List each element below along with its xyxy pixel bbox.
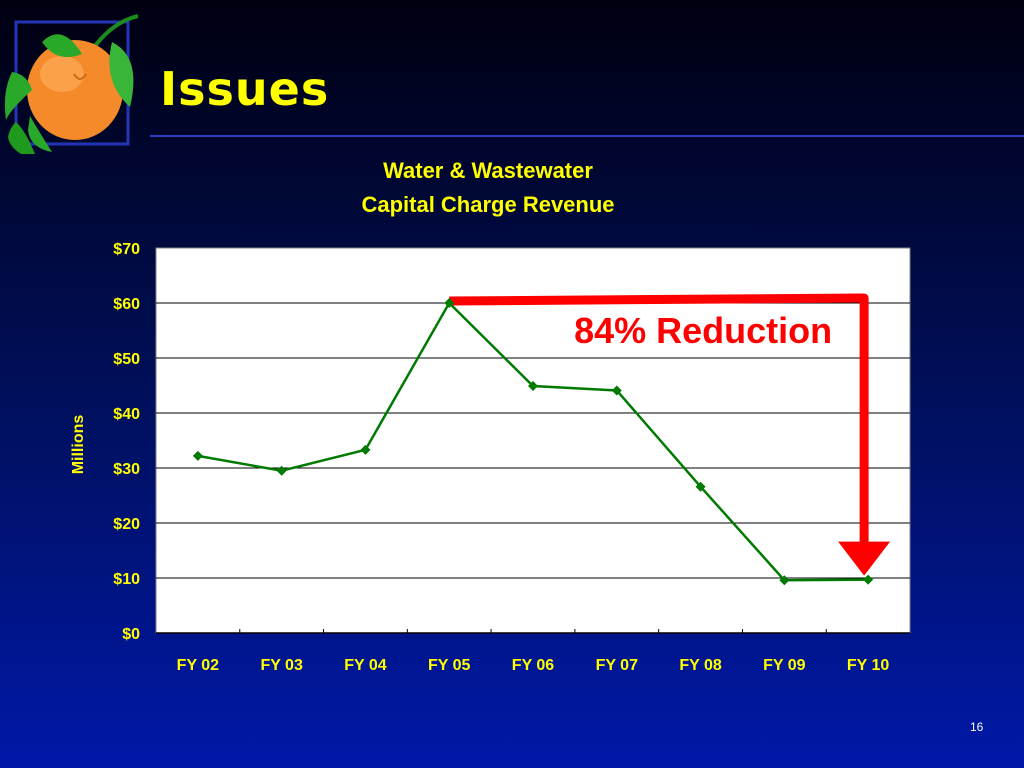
orange-with-leaves-icon xyxy=(4,14,139,154)
chart-title-line-1: Water & Wastewater xyxy=(383,158,593,183)
y-axis-label: Millions xyxy=(70,415,87,475)
y-tick-label: $40 xyxy=(113,406,140,423)
x-tick-label: FY 07 xyxy=(596,657,639,674)
x-tick-label: FY 08 xyxy=(679,657,722,674)
page-number: 16 xyxy=(970,720,984,734)
x-tick-label: FY 04 xyxy=(344,657,387,674)
data-point xyxy=(192,450,203,461)
plot-area xyxy=(155,247,911,634)
x-tick-label: FY 02 xyxy=(177,657,220,674)
x-tick-label: FY 06 xyxy=(512,657,555,674)
orange-logo xyxy=(4,14,139,154)
data-point xyxy=(779,575,790,586)
x-tick-label: FY 09 xyxy=(763,657,806,674)
reduction-arrow-shaft xyxy=(449,293,869,544)
reduction-annotation: 84% Reduction xyxy=(574,310,832,351)
y-tick-label: $70 xyxy=(113,241,140,258)
y-tick-label: $20 xyxy=(113,516,140,533)
slide-title: Issues xyxy=(160,62,330,116)
chart-title-line-2: Capital Charge Revenue xyxy=(361,192,615,217)
data-point xyxy=(444,298,455,308)
y-tick-label: $10 xyxy=(113,571,140,588)
data-point xyxy=(276,465,287,476)
data-point xyxy=(528,381,538,392)
y-tick-label: $0 xyxy=(122,626,140,643)
title-divider xyxy=(150,135,1024,137)
reduction-arrowhead xyxy=(838,541,891,576)
data-point xyxy=(360,444,371,455)
y-tick-label: $50 xyxy=(113,351,140,368)
y-tick-label: $30 xyxy=(113,461,140,478)
x-tick-label: FY 10 xyxy=(847,657,890,674)
data-point xyxy=(695,481,706,492)
data-point xyxy=(863,574,874,585)
x-tick-label: FY 03 xyxy=(260,657,303,674)
x-tick-label: FY 05 xyxy=(428,657,471,674)
y-tick-label: $60 xyxy=(113,296,140,313)
data-point xyxy=(611,385,622,396)
